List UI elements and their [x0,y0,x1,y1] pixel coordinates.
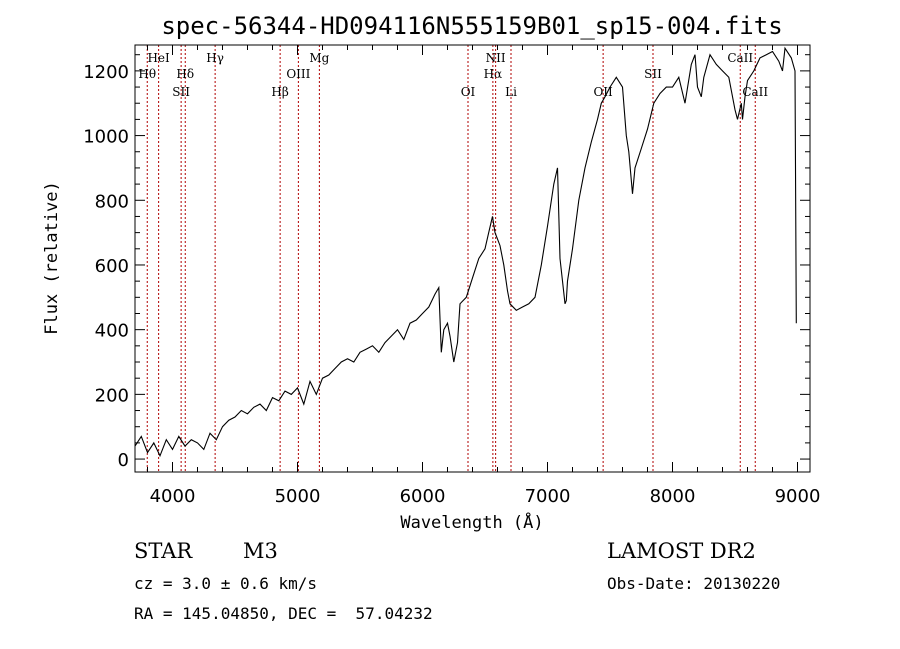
line-marker-label: Hα [484,67,503,81]
line-marker-label: OIII [286,67,310,81]
x-tick-label: 5000 [275,486,321,507]
line-marker-label: SII [644,67,662,81]
line-marker-label: Hδ [176,67,194,81]
x-tick-label: 9000 [775,486,821,507]
spectrum-line [134,46,797,458]
y-tick-label: 1200 [83,62,129,83]
plot-frame [134,44,811,473]
y-tick-label: 600 [95,256,129,277]
line-marker-label: Hθ [138,67,156,81]
y-tick-label: 400 [95,321,129,342]
axis-ticks: 4000 5000 6000 7000 8000 9000 0 200 400 600 800 100… [83,45,820,507]
emission-line-markers: Hθ HeI SII Hδ Hγ Hβ OIII Mg OI Hα NII Li OII SII CaII C… [138,45,768,472]
line-marker-label: Li [505,85,517,99]
observation-date: Obs-Date: 20130220 [607,574,781,593]
line-marker-label: SII [172,85,190,99]
x-tick-label: 6000 [400,486,446,507]
redshift-cz: cz = 3.0 ± 0.6 km/s [134,574,318,593]
y-tick-label: 1000 [83,127,129,148]
y-tick-label: 800 [95,191,129,212]
x-tick-label: 4000 [150,486,196,507]
line-marker-label: Hβ [271,85,288,99]
x-tick-label: 7000 [525,486,571,507]
x-axis-label: Wavelength (Å) [400,511,543,533]
line-marker-label: HeI [147,51,170,65]
line-marker-label: NII [486,51,506,65]
object-subclass: M3 [243,539,278,563]
chart-title: spec-56344-HD094116N555159B01_sp15-004.f… [161,12,782,40]
line-marker-label: Mg [309,51,329,65]
y-tick-label: 200 [95,385,129,406]
line-marker-label: CaII [742,85,768,99]
y-tick-label: 0 [118,450,129,471]
survey-name: LAMOST DR2 [607,539,756,563]
y-axis-label: Flux (relative) [42,181,62,335]
object-class: STAR [134,539,193,563]
line-marker-label: OI [461,85,476,99]
x-tick-label: 8000 [650,486,696,507]
coordinates: RA = 145.04850, DEC = 57.04232 [134,604,433,623]
line-marker-label: Hγ [206,51,224,65]
line-marker-label: CaII [727,51,753,65]
line-marker-label: OII [593,85,613,99]
